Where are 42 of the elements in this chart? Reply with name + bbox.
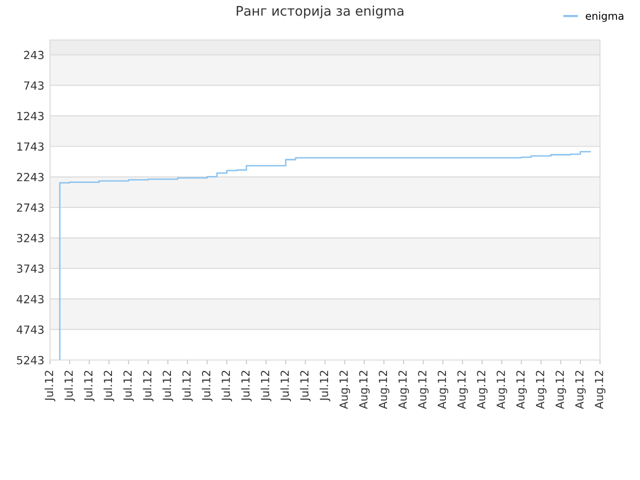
x-tick-label: Jul.12 <box>260 370 272 402</box>
y-tick-label: 1243 <box>17 112 44 120</box>
y-tick-label: 5243 <box>17 356 44 364</box>
y-tick-label: 1743 <box>17 142 44 151</box>
x-tick-label: Aug.12 <box>398 370 409 409</box>
y-tick-label: 4243 <box>16 294 44 304</box>
x-tick-label: Jul.12 <box>64 370 75 402</box>
y-tick-label: 3243 <box>17 234 44 242</box>
x-tick-label: Jul.12 <box>84 370 95 402</box>
x-tick-label: Aug.12 <box>516 370 527 409</box>
x-tick-label: Aug.12 <box>438 370 448 409</box>
x-tick-label: Aug.12 <box>496 370 508 409</box>
x-tick-label: Aug.12 <box>476 370 488 409</box>
x-tick-label: Jul.12 <box>142 370 154 402</box>
x-tick-label: Jul.12 <box>320 370 330 402</box>
x-tick-label: Jul.12 <box>44 370 56 402</box>
y-tick-label: 2743 <box>16 203 44 212</box>
y-tick-label: 4743 <box>16 325 44 334</box>
x-tick-label: Aug.12 <box>556 370 566 409</box>
x-tick-label: Jul.12 <box>162 370 174 402</box>
x-tick-label: Aug.12 <box>339 370 350 409</box>
x-tick-label: Jul.12 <box>280 370 292 402</box>
x-tick-label: Aug.12 <box>378 370 390 409</box>
chart-title: Ранг историја за enigma <box>236 6 404 18</box>
x-tick-label: Jul.12 <box>221 370 232 402</box>
x-tick-label: Aug.12 <box>536 370 546 409</box>
x-tick-label: Jul.12 <box>123 370 134 402</box>
x-tick-label: Aug.12 <box>457 370 468 409</box>
x-tick-label: Aug.12 <box>359 370 370 409</box>
y-tick-label: 743 <box>24 81 44 90</box>
x-tick-label: Jul.12 <box>202 370 212 402</box>
x-tick-label: Aug.12 <box>418 370 429 409</box>
x-tick-label: Jul.12 <box>300 370 311 402</box>
x-tick-label: Aug.12 <box>575 370 586 409</box>
legend-label: enigma <box>586 12 624 22</box>
y-tick-label: 243 <box>24 50 44 60</box>
x-tick-label: Aug.12 <box>594 370 606 409</box>
x-tick-label: Jul.12 <box>241 370 252 402</box>
x-tick-label: Jul.12 <box>182 370 193 402</box>
y-tick-label: 3743 <box>17 264 44 273</box>
x-tick-label: Jul.12 <box>104 370 114 402</box>
y-tick-label: 2243 <box>16 172 44 182</box>
